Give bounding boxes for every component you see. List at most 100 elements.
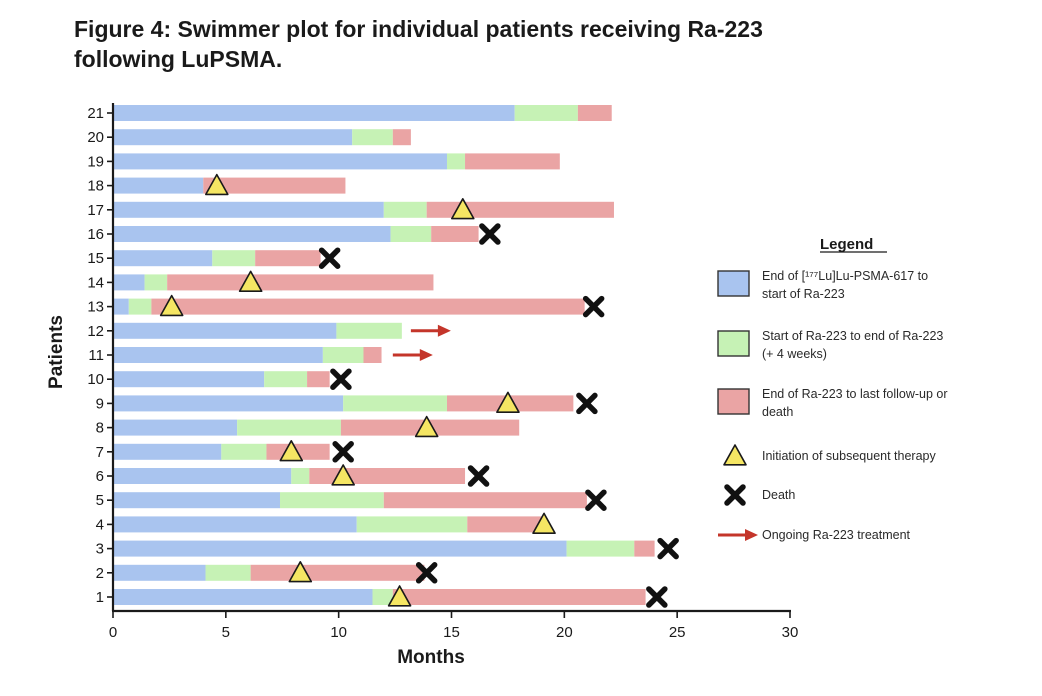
legend-label-ra-line-2: (+ 4 weeks) [762,347,827,361]
ongoing-arrow-patient-11-head [419,349,433,361]
bar-segment-patient-10-series-1 [113,371,265,388]
death-marker-patient-5-stroke-b [585,489,607,511]
bar-segment-patient-18-series-1 [113,177,204,194]
y-tick-label-20: 20 [87,129,104,146]
bar-segment-patient-7-series-1 [113,443,222,460]
subsequent-therapy-marker-patient-1 [387,585,412,607]
bar-segment-patient-19-series-1 [113,153,447,170]
bar-segment-patient-5-series-2 [279,492,384,509]
y-tick-label-8: 8 [96,420,104,437]
subsequent-therapy-marker-patient-18 [205,173,229,196]
y-tick-label-19: 19 [87,153,104,170]
legend-symbol-arrow-head [745,529,758,541]
bar-segment-patient-21-series-3 [577,105,612,121]
y-tick-label-14: 14 [87,274,104,291]
x-axis-title: Months [397,647,465,668]
x-tick-label-5: 5 [222,624,230,641]
y-tick-label-3: 3 [96,541,104,558]
y-tick-label-1: 1 [96,589,104,606]
subsequent-therapy-marker-patient-13 [159,294,184,317]
bar-segment-patient-10-series-3 [307,371,330,388]
bar-segment-patient-9-series-1 [113,395,344,412]
bar-segment-patient-5-series-3 [383,492,587,509]
bar-segment-patient-16-series-3 [431,226,479,242]
bar-segment-patient-20-series-2 [352,129,393,146]
bar-segment-patient-6-series-1 [113,468,292,484]
y-tick-label-7: 7 [96,444,104,461]
bar-segment-patient-8-series-2 [237,419,341,436]
figure-title: Figure 4: Swimmer plot for individual pa… [74,14,974,74]
bar-segment-patient-1-series-3 [392,589,646,605]
bar-segment-patient-20-series-1 [113,129,353,146]
bar-segment-patient-14-series-3 [167,274,434,291]
death-marker-patient-1-stroke-b [646,586,668,608]
bar-segment-patient-3-series-3 [634,540,655,557]
x-tick-label-30: 30 [782,624,799,641]
ongoing-arrow-patient-12 [410,324,451,337]
x-tick-label-25: 25 [669,624,686,641]
bar-segment-patient-13-series-2 [128,298,152,315]
death-marker-patient-13-stroke-b [582,295,605,318]
bar-segment-patient-16-series-1 [113,226,391,242]
y-tick-label-13: 13 [87,299,104,316]
x-tick-label-20: 20 [556,624,573,641]
y-tick-label-17: 17 [87,202,104,219]
death-marker-patient-2 [415,562,438,584]
legend-symbol-tri [723,444,747,466]
bar-segment-patient-4-series-3 [467,516,545,533]
bar-segment-patient-17-series-2 [383,201,427,218]
ongoing-arrow-patient-11 [392,349,433,361]
bar-segment-patient-16-series-2 [390,226,432,242]
bar-segment-patient-20-series-3 [392,129,411,146]
bar-segment-patient-17-series-3 [426,201,614,218]
death-marker-patient-3-stroke-b [657,537,679,560]
death-marker-patient-6 [467,465,490,487]
x-tick-label-15: 15 [443,624,460,641]
figure-title-line-1: Figure 4: Swimmer plot for individual pa… [74,16,763,42]
ongoing-arrow-patient-12-head [437,324,451,337]
legend-symbol-death-stroke-b [724,484,746,506]
bar-segment-patient-13-series-1 [113,298,129,315]
y-tick-label-6: 6 [96,468,104,485]
y-tick-label-21: 21 [87,105,104,122]
bar-segment-patient-11-series-1 [113,347,323,363]
legend-label-lu-line-1: End of [¹⁷⁷Lu]Lu-PSMA-617 to [762,269,928,283]
figure-title-line-2: following LuPSMA. [74,46,283,72]
legend: Legend End of [¹⁷⁷Lu]Lu-PSMA-617 to start … [717,236,948,542]
legend-label-tri-line-1: Initiation of subsequent therapy [762,449,936,463]
bar-segment-patient-6-series-3 [309,468,466,484]
legend-symbol-death [724,484,746,506]
legend-label-lu-line-2: start of Ra-223 [762,287,845,301]
bar-segment-patient-21-series-2 [514,105,578,121]
legend-label-ra-line-1: Start of Ra-223 to end of Ra-223 [762,329,943,343]
bar-segment-patient-7-series-2 [221,443,267,460]
death-marker-patient-15-stroke-b [318,247,341,269]
bar-segment-patient-9-series-2 [343,395,447,412]
bar-segment-patient-14-series-2 [144,274,168,291]
y-axis-title: Patients [46,315,67,389]
death-marker-patient-10 [330,368,352,390]
y-tick-label-9: 9 [96,395,104,412]
bar-segment-patient-5-series-1 [113,492,280,509]
legend-swatch-ra [717,330,750,357]
subsequent-therapy-marker-patient-8 [414,415,439,438]
death-marker-patient-13 [582,295,605,318]
bar-segment-patient-12-series-1 [113,322,337,339]
x-tick-label-0: 0 [109,624,117,641]
bar-segment-patient-8-series-1 [113,419,238,436]
y-tick-label-12: 12 [87,323,104,340]
y-tick-label-10: 10 [87,371,104,388]
subsequent-therapy-marker-patient-4 [532,512,556,535]
bar-segment-patient-3-series-2 [566,540,635,557]
bar-segment-patient-2-series-3 [250,564,425,581]
death-marker-patient-3 [657,537,679,560]
death-marker-patient-7 [332,441,354,463]
legend-symbol-arrow [718,529,758,541]
y-tick-label-2: 2 [96,565,104,582]
subsequent-therapy-marker-patient-14 [238,270,263,293]
bar-segment-patient-12-series-2 [336,322,402,339]
death-marker-patient-16 [479,223,501,245]
bar-segment-patient-19-series-2 [446,153,466,170]
death-marker-patient-6-stroke-b [467,465,490,487]
